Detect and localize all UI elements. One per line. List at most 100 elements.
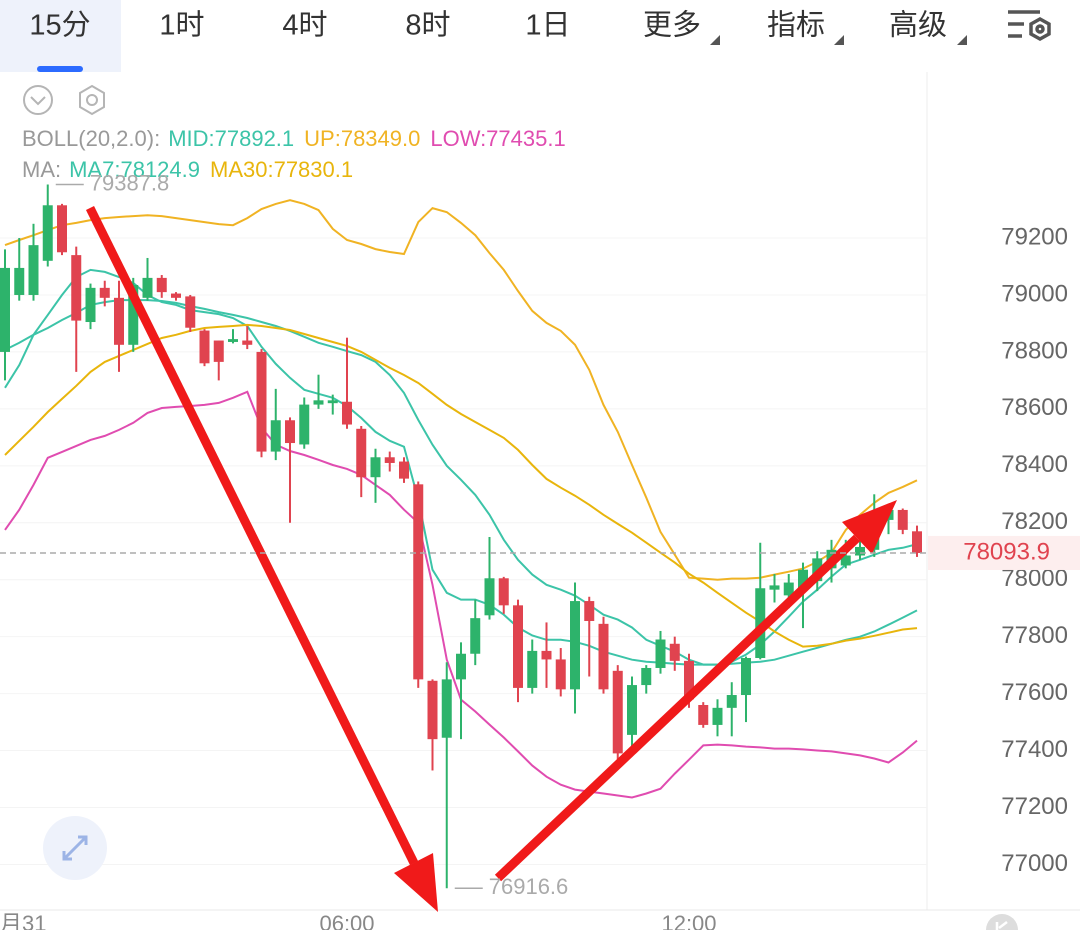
- candle-body: [470, 618, 481, 654]
- candle-body: [712, 707, 723, 725]
- candle-body: [242, 340, 253, 345]
- arrow-head: [394, 853, 438, 912]
- settings-icon[interactable]: [1008, 10, 1051, 42]
- candle-body: [441, 679, 452, 738]
- candle-body: [327, 400, 338, 404]
- last-price-label: 78093.9: [963, 538, 1050, 565]
- y-tick-label: 78400: [1001, 451, 1068, 478]
- collapse-button[interactable]: [23, 85, 53, 115]
- candle-body: [114, 297, 124, 345]
- indicator-line: [4, 199, 918, 581]
- candle-body: [370, 457, 381, 478]
- expand-icon: [62, 835, 88, 861]
- x-tick-label: 月31: [0, 911, 46, 930]
- y-tick-label: 77200: [1001, 793, 1068, 820]
- legend-entry: MID:77892.1: [168, 126, 294, 151]
- candle-body: [57, 205, 67, 253]
- candle-body: [684, 660, 694, 700]
- legend-group: BOLL(20,2.0):: [22, 126, 160, 151]
- settings-dot: [86, 94, 98, 106]
- candle-body: [270, 420, 281, 452]
- expand-button[interactable]: [43, 816, 107, 880]
- y-tick-label: 79200: [1001, 223, 1068, 250]
- candle-body: [142, 277, 153, 298]
- y-tick-label: 77000: [1001, 850, 1068, 877]
- legend-entry: MA7:78124.9: [69, 157, 200, 182]
- tab[interactable]: 高级: [889, 9, 947, 42]
- legend-entry: MA30:77830.1: [210, 157, 353, 182]
- candle-body: [185, 296, 196, 328]
- candle-body: [313, 400, 324, 405]
- legend-group: MA:: [22, 157, 61, 182]
- timeframe-tabs: 15分 1时 4时 8时 1日 更多 指标 高级: [0, 0, 1051, 72]
- grid: [0, 237, 927, 865]
- candle-body: [356, 428, 367, 478]
- candle-body: [541, 650, 552, 660]
- k-button[interactable]: [986, 914, 1018, 930]
- candle-body: [85, 287, 96, 323]
- y-tick-label: 78800: [1001, 337, 1068, 364]
- settings-button[interactable]: [79, 84, 105, 116]
- x-tick-label: 12:00: [661, 911, 716, 930]
- arrow-shaft: [494, 534, 861, 882]
- candle-body: [427, 680, 438, 740]
- last-price-box: [928, 535, 1080, 570]
- candle-body: [0, 267, 10, 352]
- candle-body: [798, 569, 808, 590]
- y-tick-label: 78200: [1001, 508, 1068, 535]
- candle-body: [584, 601, 595, 621]
- candle-body: [256, 351, 267, 452]
- candle-body: [612, 670, 623, 754]
- dropdown-markers: [710, 35, 967, 45]
- candle-body: [570, 601, 580, 690]
- candle-body: [299, 404, 310, 445]
- y-tick-label: 77800: [1001, 622, 1068, 649]
- candle-body: [912, 531, 922, 553]
- candle-body: [726, 695, 737, 708]
- tab[interactable]: 4时: [282, 9, 327, 42]
- arrow-shaft: [85, 206, 419, 865]
- trend-arrows: [85, 206, 897, 912]
- candle-body: [42, 205, 53, 261]
- candle-body: [128, 285, 139, 345]
- x-tick-label: 06:00: [319, 911, 374, 930]
- candle-body: [213, 340, 224, 362]
- candle-body: [755, 588, 766, 659]
- extreme-label: 76916.6: [489, 874, 569, 899]
- tab-underline: [37, 66, 83, 72]
- candle-body: [840, 555, 851, 566]
- candle-body: [171, 293, 181, 298]
- candle-body: [498, 578, 509, 606]
- k-bg: [986, 914, 1018, 930]
- candle-body: [285, 420, 295, 444]
- legend-entry: UP:78349.0: [304, 126, 420, 151]
- candle-body: [228, 339, 238, 342]
- candle-body: [741, 658, 751, 696]
- tab-highlight: [0, 0, 121, 72]
- candle-body: [655, 639, 666, 668]
- tab[interactable]: 8时: [405, 9, 450, 42]
- chevron: [30, 96, 46, 106]
- candle-body: [598, 623, 609, 690]
- candle-body: [199, 330, 210, 364]
- candle-body: [342, 401, 352, 425]
- candle-body: [513, 605, 523, 688]
- candle-body: [413, 484, 424, 680]
- arrow-head: [842, 500, 897, 554]
- tab[interactable]: 1时: [159, 9, 204, 42]
- candle-body: [769, 585, 780, 590]
- candle-body: [28, 245, 39, 295]
- tab[interactable]: 更多: [643, 9, 701, 42]
- tab[interactable]: 指标: [767, 9, 825, 42]
- candle-body: [855, 546, 865, 556]
- candle-body: [555, 659, 566, 690]
- tab[interactable]: 1日: [525, 10, 570, 42]
- extreme-label: 79387.8: [90, 170, 170, 195]
- candle-body: [669, 643, 680, 661]
- legend: BOLL(20,2.0): MA: MID:77892.1 UP:78349.0 LOW…: [22, 126, 566, 182]
- tab[interactable]: 15分: [29, 10, 90, 42]
- candle-body: [698, 704, 709, 725]
- candle-body: [156, 277, 167, 293]
- y-tick-label: 79000: [1001, 280, 1068, 307]
